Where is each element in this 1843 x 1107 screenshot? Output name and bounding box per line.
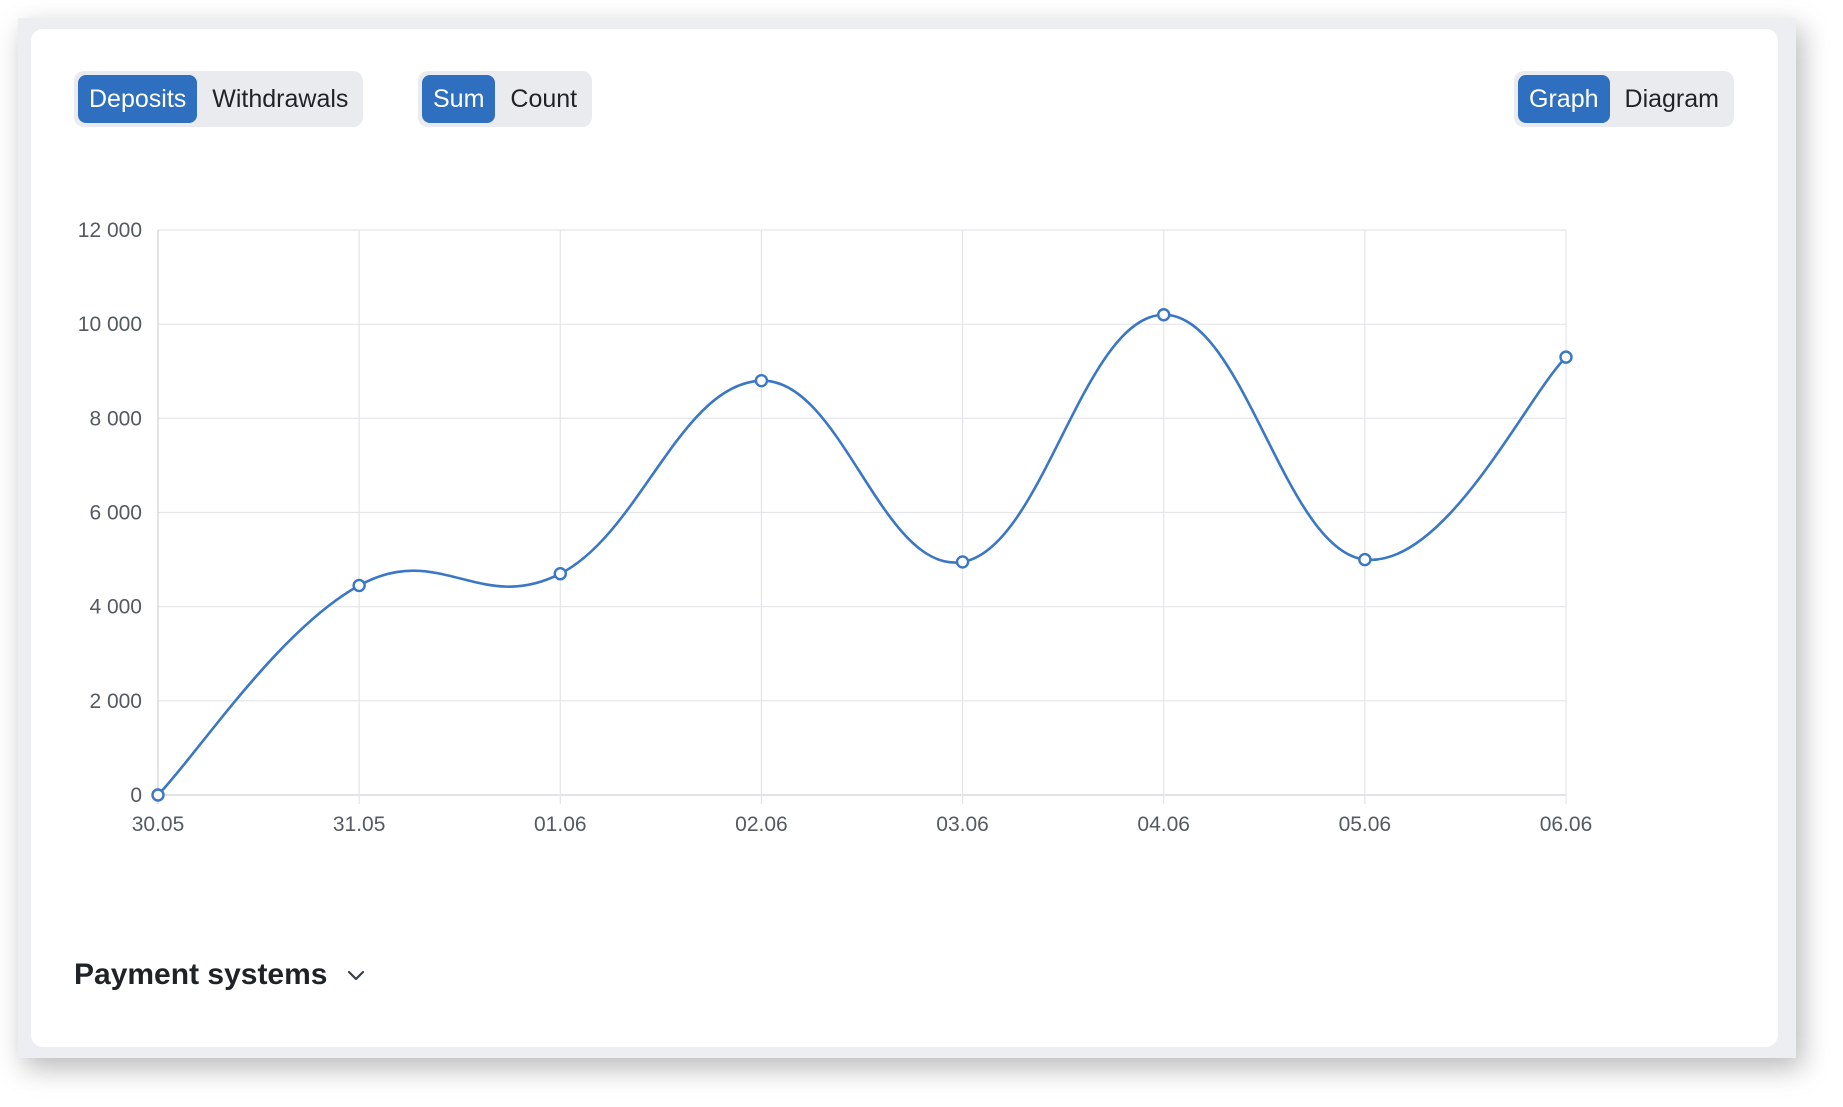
- x-tick-label: 01.06: [534, 813, 587, 836]
- x-tick-label: 04.06: [1137, 813, 1190, 836]
- y-tick-label: 10 000: [78, 313, 142, 336]
- data-point[interactable]: [754, 373, 769, 388]
- x-tick-label: 05.06: [1339, 813, 1392, 836]
- view-toggle: Graph Diagram: [1514, 71, 1734, 127]
- payment-systems-title: Payment systems: [74, 958, 328, 991]
- deposits-tab[interactable]: Deposits: [78, 75, 198, 123]
- x-tick-label: 30.05: [132, 813, 185, 836]
- x-tick-label: 06.06: [1540, 813, 1593, 836]
- y-tick-label: 8 000: [89, 407, 142, 430]
- data-point[interactable]: [553, 567, 567, 581]
- graph-tab[interactable]: Graph: [1518, 75, 1610, 123]
- metric-toggle: Sum Count: [418, 71, 593, 127]
- series-line: [157, 313, 1567, 796]
- data-point[interactable]: [1358, 552, 1372, 567]
- x-axis-ticks: 30.05 31.05 01.06 02.06 03.06 04.06 05.06 06.06: [132, 813, 1593, 836]
- data-point[interactable]: [151, 788, 165, 802]
- chevron-down-icon: [348, 970, 365, 981]
- y-axis-ticks: 0 2 000 4 000 6 000 8 000 10 000 12 000: [78, 219, 142, 807]
- diagram-tab[interactable]: Diagram: [1624, 85, 1719, 113]
- y-tick-label: 0: [130, 784, 142, 807]
- series-line-layer: [157, 313, 1567, 796]
- transaction-type-toggle: Deposits Withdrawals: [74, 71, 364, 127]
- window-frame: Deposits Withdrawals Sum Count Graph Dia…: [18, 18, 1796, 1058]
- y-tick-label: 6 000: [89, 502, 142, 525]
- x-tick-label: 02.06: [735, 813, 788, 836]
- y-tick-label: 2 000: [89, 690, 142, 713]
- y-tick-label: 4 000: [89, 596, 142, 619]
- payment-systems-header[interactable]: Payment systems: [74, 958, 367, 992]
- data-point[interactable]: [1559, 350, 1573, 364]
- chart-grid: [157, 229, 1567, 804]
- data-points: [151, 308, 1573, 802]
- x-tick-label: 03.06: [936, 813, 989, 836]
- x-tick-label: 31.05: [333, 813, 386, 836]
- y-tick-label: 12 000: [78, 219, 142, 242]
- withdrawals-tab[interactable]: Withdrawals: [212, 85, 349, 113]
- data-point[interactable]: [955, 555, 970, 569]
- sum-tab[interactable]: Sum: [422, 75, 496, 123]
- data-point[interactable]: [352, 578, 366, 593]
- count-tab[interactable]: Count: [510, 85, 578, 113]
- data-point[interactable]: [1157, 308, 1171, 322]
- stats-card: Deposits Withdrawals Sum Count Graph Dia…: [31, 29, 1778, 1047]
